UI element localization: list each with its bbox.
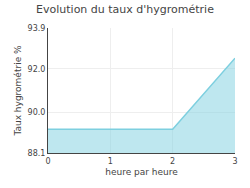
svg-text:3: 3: [232, 157, 237, 166]
svg-text:93.9: 93.9: [28, 24, 46, 33]
svg-text:90.0: 90.0: [28, 108, 46, 117]
svg-text:0: 0: [45, 157, 50, 166]
svg-text:88.1: 88.1: [28, 149, 46, 158]
svg-text:1: 1: [108, 157, 113, 166]
svg-text:92.0: 92.0: [28, 65, 46, 74]
svg-text:heure par heure: heure par heure: [105, 167, 178, 177]
svg-text:Taux hygrométrie %: Taux hygrométrie %: [13, 45, 23, 137]
svg-text:2: 2: [170, 157, 175, 166]
svg-text:Evolution du taux d'hygrométri: Evolution du taux d'hygrométrie: [36, 3, 214, 16]
